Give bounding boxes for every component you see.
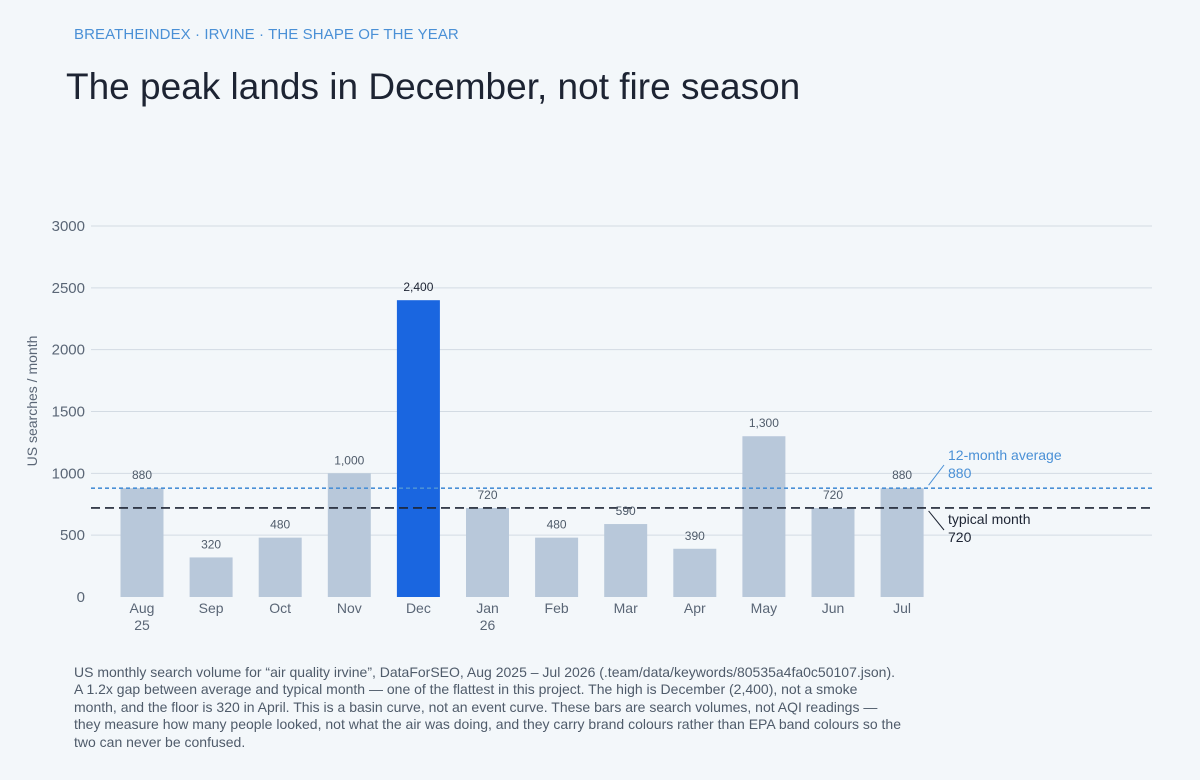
bar xyxy=(535,537,579,597)
y-tick-label: 2000 xyxy=(52,342,85,359)
reference-lines: 12-month average 880 typical month 720 xyxy=(91,447,1152,545)
x-tick-label: 26 xyxy=(480,617,496,633)
bar-value-label: 880 xyxy=(132,468,152,482)
bar-chart: 0 500 1000 1500 2000 2500 3000 12-month averag… xyxy=(24,218,1152,633)
x-tick-label: Jan xyxy=(476,600,499,616)
bar-value-label: 480 xyxy=(547,518,567,532)
bar-value-label: 590 xyxy=(616,504,636,518)
bar xyxy=(120,488,164,597)
y-tick-label: 0 xyxy=(77,589,85,606)
x-tick-label: Nov xyxy=(337,600,362,616)
y-axis-label: US searches / month xyxy=(24,336,40,467)
x-tick-label: Jul xyxy=(893,600,911,616)
x-tick-label: Dec xyxy=(406,600,431,616)
bar-value-label: 1,000 xyxy=(334,453,364,467)
x-tick-label: Apr xyxy=(684,600,706,616)
bar xyxy=(604,524,648,597)
chart-caption: US monthly search volume for “air qualit… xyxy=(74,664,904,751)
x-tick-label: Aug xyxy=(130,600,155,616)
bar xyxy=(811,507,855,597)
annotation-label: 12-month average xyxy=(948,447,1062,463)
x-tick-label: Jun xyxy=(822,600,845,616)
annotation-value: 880 xyxy=(948,465,972,481)
gridlines xyxy=(91,225,1152,536)
y-tick-label: 500 xyxy=(60,527,85,544)
bar-value-label: 2,400 xyxy=(403,280,433,294)
bar-value-label: 720 xyxy=(477,488,497,502)
caption-text: US monthly search volume for “air qualit… xyxy=(74,664,902,750)
x-tick-label: Oct xyxy=(269,600,291,616)
annotation-label: typical month xyxy=(948,511,1030,527)
annotation-leader xyxy=(928,464,945,486)
y-tick-label: 2500 xyxy=(52,280,85,297)
bars xyxy=(120,300,924,597)
annotation-leader xyxy=(928,510,945,531)
x-tick-label: May xyxy=(751,600,777,616)
y-tick-label: 1000 xyxy=(52,465,85,482)
bar xyxy=(327,473,371,597)
y-axis-ticks: 0 500 1000 1500 2000 2500 3000 xyxy=(52,218,85,606)
bar-value-label: 720 xyxy=(823,488,843,502)
y-tick-label: 1500 xyxy=(52,404,85,421)
x-tick-label: Sep xyxy=(199,600,224,616)
bar-value-labels: 880 320 480 1,000 2,400 720 480 590 390 1,300 720 8… xyxy=(132,280,912,551)
bar xyxy=(189,557,233,597)
x-tick-label: Mar xyxy=(614,600,638,616)
bar xyxy=(880,488,924,597)
annotation-value: 720 xyxy=(948,529,972,545)
bar-value-label: 1,300 xyxy=(749,416,779,430)
bar-value-label: 320 xyxy=(201,537,221,551)
bar-value-label: 480 xyxy=(270,518,290,532)
eyebrow-label: BREATHEINDEX · IRVINE · THE SHAPE OF THE… xyxy=(74,26,459,43)
bar-value-label: 880 xyxy=(892,468,912,482)
bar xyxy=(258,537,302,597)
x-tick-label: 25 xyxy=(134,617,150,633)
bar-highlight xyxy=(396,300,440,597)
bar-value-label: 390 xyxy=(685,529,705,543)
x-tick-label: Feb xyxy=(545,600,569,616)
chart-headline: The peak lands in December, not fire sea… xyxy=(66,66,801,107)
bar xyxy=(466,507,509,597)
bar xyxy=(742,436,786,597)
bar xyxy=(673,548,717,597)
y-tick-label: 3000 xyxy=(52,218,85,235)
